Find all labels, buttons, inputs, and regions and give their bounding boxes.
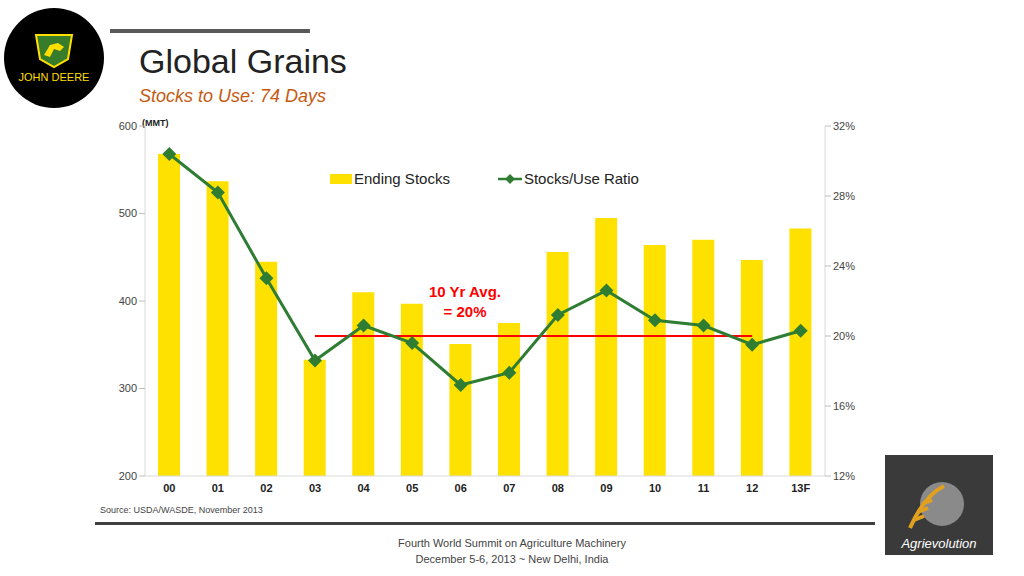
svg-text:32%: 32%	[833, 120, 855, 132]
html-text:Ending Stocks: Ending Stocks	[354, 170, 450, 187]
svg-text:200: 200	[119, 470, 137, 482]
svg-text:300: 300	[119, 382, 137, 394]
svg-text:04: 04	[357, 482, 370, 494]
html-text:Fourth World Summit on Agricul: Fourth World Summit on Agriculture Machi…	[398, 537, 626, 549]
svg-text:06: 06	[455, 482, 467, 494]
svg-text:02: 02	[260, 482, 272, 494]
svg-text:16%: 16%	[833, 400, 855, 412]
svg-text:01: 01	[212, 482, 224, 494]
svg-text:500: 500	[119, 207, 137, 219]
html-text:Stocks/Use Ratio: Stocks/Use Ratio	[523, 170, 639, 187]
html-text:= 20%: = 20%	[443, 303, 487, 320]
svg-text:20%: 20%	[833, 330, 855, 342]
html-text:Source: USDA/WASDE, November 2: Source: USDA/WASDE, November 2013	[100, 505, 263, 515]
svg-text:28%: 28%	[833, 190, 855, 202]
svg-text:07: 07	[503, 482, 515, 494]
html-text:December 5-6, 2013 ~ New Delhi: December 5-6, 2013 ~ New Delhi, India	[415, 553, 609, 565]
svg-text:13F: 13F	[791, 482, 810, 494]
svg-text:600: 600	[119, 120, 137, 132]
svg-text:05: 05	[406, 482, 418, 494]
html-text:Global Grains: Global Grains	[139, 42, 347, 80]
svg-text:09: 09	[600, 482, 612, 494]
html-text:Stocks to Use: 74 Days: Stocks to Use: 74 Days	[139, 86, 327, 106]
svg-text:10: 10	[649, 482, 661, 494]
svg-text:08: 08	[552, 482, 564, 494]
svg-text:400: 400	[119, 295, 137, 307]
svg-text:12%: 12%	[833, 470, 855, 482]
svg-text:24%: 24%	[833, 260, 855, 272]
html-text:Agrievolution: Agrievolution	[901, 536, 977, 551]
svg-text:03: 03	[309, 482, 321, 494]
svg-text:00: 00	[163, 482, 175, 494]
html-text:(MMT): (MMT)	[142, 118, 169, 128]
svg-text:11: 11	[698, 482, 710, 494]
html-text:10 Yr Avg.: 10 Yr Avg.	[429, 283, 501, 300]
svg-text:12: 12	[746, 482, 758, 494]
html-text:JOHN DEERE: JOHN DEERE	[18, 71, 90, 83]
